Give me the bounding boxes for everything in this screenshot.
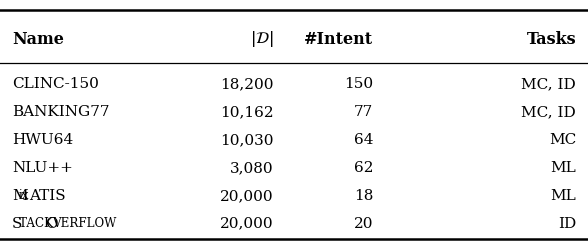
Text: NLU++: NLU++ xyxy=(12,161,73,175)
Text: ML: ML xyxy=(550,189,576,203)
Text: ATIS: ATIS xyxy=(29,189,66,203)
Text: #Intent: #Intent xyxy=(304,30,373,48)
Text: VERFLOW: VERFLOW xyxy=(52,217,116,230)
Text: 20,000: 20,000 xyxy=(220,217,273,231)
Text: ML: ML xyxy=(550,161,576,175)
Text: HWU64: HWU64 xyxy=(12,133,73,147)
Text: 77: 77 xyxy=(354,105,373,119)
Text: BANKING77: BANKING77 xyxy=(12,105,109,119)
Text: Name: Name xyxy=(12,30,64,48)
Text: MC, ID: MC, ID xyxy=(522,77,576,91)
Text: MC: MC xyxy=(549,133,576,147)
Text: M: M xyxy=(12,189,28,203)
Text: TACK: TACK xyxy=(19,217,56,230)
Text: 18,200: 18,200 xyxy=(220,77,273,91)
Text: S: S xyxy=(12,217,22,231)
Text: 18: 18 xyxy=(354,189,373,203)
Text: 62: 62 xyxy=(354,161,373,175)
Text: 150: 150 xyxy=(344,77,373,91)
Text: 20,000: 20,000 xyxy=(220,189,273,203)
Text: Tasks: Tasks xyxy=(527,30,576,48)
Text: 10,030: 10,030 xyxy=(220,133,273,147)
Text: ix: ix xyxy=(19,189,29,202)
Text: ID: ID xyxy=(558,217,576,231)
Text: $|\mathcal{D}|$: $|\mathcal{D}|$ xyxy=(250,29,273,49)
Text: 20: 20 xyxy=(354,217,373,231)
Text: 3,080: 3,080 xyxy=(230,161,273,175)
Text: O: O xyxy=(45,217,58,231)
Text: 10,162: 10,162 xyxy=(220,105,273,119)
Text: 64: 64 xyxy=(354,133,373,147)
Text: MC, ID: MC, ID xyxy=(522,105,576,119)
Text: CLINC-150: CLINC-150 xyxy=(12,77,99,91)
